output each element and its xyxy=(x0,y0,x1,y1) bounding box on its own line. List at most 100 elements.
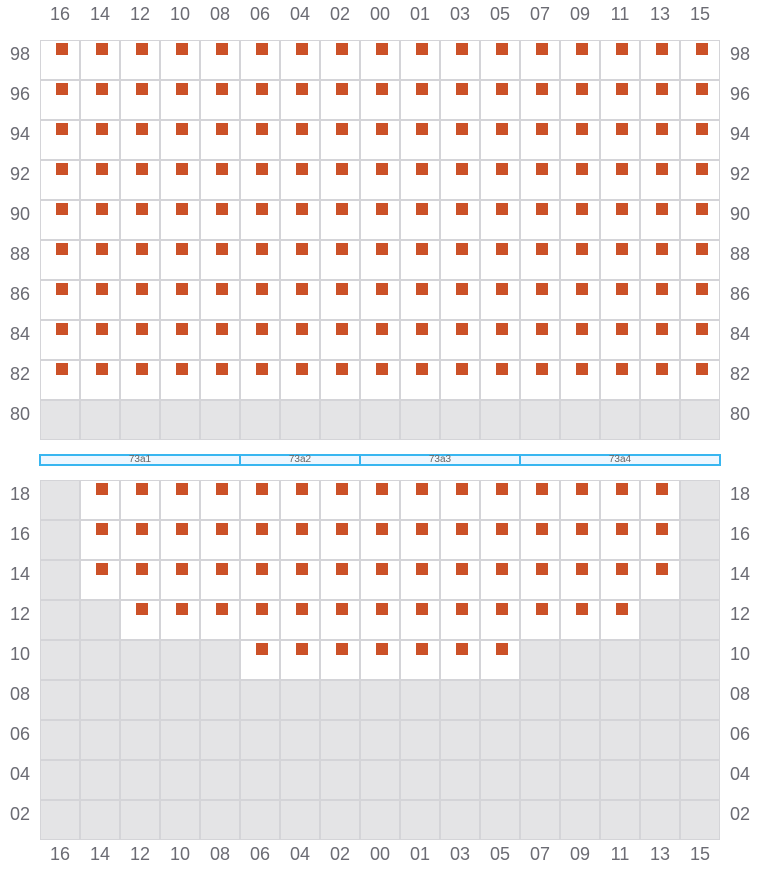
slot-cell[interactable] xyxy=(160,200,200,240)
occupied-marker[interactable] xyxy=(136,203,148,215)
slot-cell[interactable] xyxy=(600,120,640,160)
occupied-marker[interactable] xyxy=(176,363,188,375)
occupied-marker[interactable] xyxy=(456,163,468,175)
slot-cell[interactable] xyxy=(240,320,280,360)
occupied-marker[interactable] xyxy=(496,523,508,535)
slot-cell[interactable] xyxy=(320,560,360,600)
slot-cell[interactable] xyxy=(280,240,320,280)
slot-cell[interactable] xyxy=(680,320,720,360)
slot-cell[interactable] xyxy=(680,200,720,240)
slot-cell[interactable] xyxy=(480,80,520,120)
occupied-marker[interactable] xyxy=(136,83,148,95)
slot-cell[interactable] xyxy=(520,600,560,640)
slot-cell[interactable] xyxy=(560,40,600,80)
slot-cell[interactable] xyxy=(40,360,80,400)
occupied-marker[interactable] xyxy=(656,563,668,575)
slot-cell[interactable] xyxy=(320,280,360,320)
slot-cell[interactable] xyxy=(400,320,440,360)
occupied-marker[interactable] xyxy=(376,83,388,95)
slot-cell[interactable] xyxy=(400,560,440,600)
occupied-marker[interactable] xyxy=(456,563,468,575)
slot-cell[interactable] xyxy=(200,80,240,120)
occupied-marker[interactable] xyxy=(136,603,148,615)
slot-cell[interactable] xyxy=(440,560,480,600)
occupied-marker[interactable] xyxy=(216,283,228,295)
slot-cell[interactable] xyxy=(400,520,440,560)
occupied-marker[interactable] xyxy=(536,83,548,95)
slot-cell[interactable] xyxy=(280,280,320,320)
slot-cell[interactable] xyxy=(560,600,600,640)
occupied-marker[interactable] xyxy=(296,83,308,95)
occupied-marker[interactable] xyxy=(336,83,348,95)
slot-cell[interactable] xyxy=(360,640,400,680)
slot-cell[interactable] xyxy=(280,160,320,200)
occupied-marker[interactable] xyxy=(376,283,388,295)
slot-cell[interactable] xyxy=(480,480,520,520)
occupied-marker[interactable] xyxy=(216,523,228,535)
occupied-marker[interactable] xyxy=(416,523,428,535)
occupied-marker[interactable] xyxy=(576,243,588,255)
slot-cell[interactable] xyxy=(640,160,680,200)
slot-cell[interactable] xyxy=(400,160,440,200)
slot-cell[interactable] xyxy=(240,480,280,520)
occupied-marker[interactable] xyxy=(536,203,548,215)
slot-cell[interactable] xyxy=(120,360,160,400)
slot-cell[interactable] xyxy=(200,200,240,240)
slot-cell[interactable] xyxy=(320,80,360,120)
occupied-marker[interactable] xyxy=(696,43,708,55)
slot-cell[interactable] xyxy=(600,600,640,640)
occupied-marker[interactable] xyxy=(656,363,668,375)
slot-cell[interactable] xyxy=(440,40,480,80)
occupied-marker[interactable] xyxy=(176,563,188,575)
occupied-marker[interactable] xyxy=(216,563,228,575)
slot-cell[interactable] xyxy=(80,120,120,160)
slot-cell[interactable] xyxy=(560,120,600,160)
occupied-marker[interactable] xyxy=(696,123,708,135)
slot-cell[interactable] xyxy=(480,560,520,600)
occupied-marker[interactable] xyxy=(136,243,148,255)
slot-cell[interactable] xyxy=(200,520,240,560)
slot-cell[interactable] xyxy=(40,200,80,240)
slot-cell[interactable] xyxy=(640,360,680,400)
slot-cell[interactable] xyxy=(280,320,320,360)
occupied-marker[interactable] xyxy=(616,523,628,535)
slot-cell[interactable] xyxy=(200,160,240,200)
occupied-marker[interactable] xyxy=(96,563,108,575)
slot-cell[interactable] xyxy=(120,40,160,80)
slot-cell[interactable] xyxy=(480,160,520,200)
occupied-marker[interactable] xyxy=(376,163,388,175)
slot-cell[interactable] xyxy=(320,600,360,640)
occupied-marker[interactable] xyxy=(616,563,628,575)
occupied-marker[interactable] xyxy=(416,563,428,575)
slot-cell[interactable] xyxy=(360,240,400,280)
slot-cell[interactable] xyxy=(160,40,200,80)
slot-cell[interactable] xyxy=(680,80,720,120)
occupied-marker[interactable] xyxy=(696,363,708,375)
segment-bar-73a1[interactable]: 73a1 xyxy=(39,454,241,466)
slot-cell[interactable] xyxy=(320,520,360,560)
slot-cell[interactable] xyxy=(320,200,360,240)
occupied-marker[interactable] xyxy=(336,563,348,575)
slot-cell[interactable] xyxy=(680,360,720,400)
slot-cell[interactable] xyxy=(400,640,440,680)
slot-cell[interactable] xyxy=(120,520,160,560)
occupied-marker[interactable] xyxy=(376,523,388,535)
occupied-marker[interactable] xyxy=(176,163,188,175)
occupied-marker[interactable] xyxy=(256,283,268,295)
occupied-marker[interactable] xyxy=(616,243,628,255)
slot-cell[interactable] xyxy=(600,560,640,600)
slot-cell[interactable] xyxy=(480,640,520,680)
occupied-marker[interactable] xyxy=(456,523,468,535)
occupied-marker[interactable] xyxy=(256,123,268,135)
occupied-marker[interactable] xyxy=(336,283,348,295)
occupied-marker[interactable] xyxy=(256,163,268,175)
occupied-marker[interactable] xyxy=(536,483,548,495)
occupied-marker[interactable] xyxy=(696,163,708,175)
occupied-marker[interactable] xyxy=(176,43,188,55)
occupied-marker[interactable] xyxy=(176,203,188,215)
slot-cell[interactable] xyxy=(520,480,560,520)
occupied-marker[interactable] xyxy=(216,243,228,255)
occupied-marker[interactable] xyxy=(656,123,668,135)
slot-cell[interactable] xyxy=(80,40,120,80)
occupied-marker[interactable] xyxy=(656,163,668,175)
